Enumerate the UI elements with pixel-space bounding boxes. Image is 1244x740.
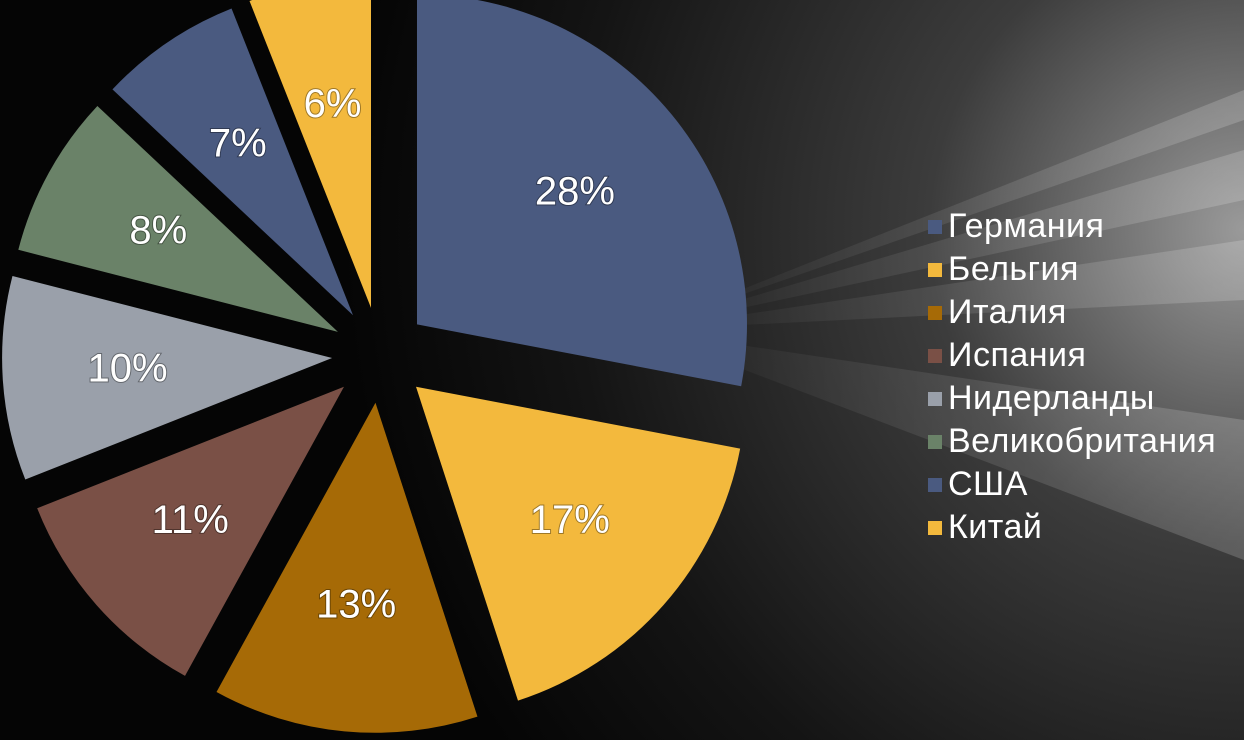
legend-swatch (928, 434, 942, 449)
pie-slice-6 (112, 8, 354, 316)
legend-swatch (928, 391, 942, 406)
legend-label: Бельгия (948, 250, 1079, 288)
legend-item-1: Бельгия (928, 248, 1216, 291)
slice-label-3: 11% (152, 498, 229, 542)
legend-label: Италия (948, 293, 1067, 331)
slice-label-0: 28% (535, 169, 615, 213)
legend-label: Китай (948, 508, 1043, 546)
legend-swatch (928, 348, 942, 363)
pie-slice-4 (2, 275, 333, 480)
pie-slice-5 (18, 105, 338, 332)
slice-label-7: 6% (304, 82, 362, 126)
slice-label-2: 13% (316, 582, 396, 626)
legend-swatch (928, 477, 942, 492)
legend-item-2: Италия (928, 291, 1216, 334)
legend-item-6: США (928, 463, 1216, 506)
pie-slice-3 (37, 386, 344, 676)
slice-label-4: 10% (87, 346, 167, 390)
legend-swatch (928, 305, 942, 320)
legend-swatch (928, 520, 942, 535)
legend-label: США (948, 465, 1028, 503)
pie-slice-0 (416, 0, 747, 387)
legend-item-0: Германия (928, 205, 1216, 248)
legend-label: Великобритания (948, 422, 1217, 460)
chart-legend: Германия Бельгия Италия Испания Нидерланды Ве… (928, 205, 1216, 549)
legend-swatch (928, 219, 942, 234)
pie-slice-2 (216, 402, 478, 733)
slice-label-1: 17% (530, 498, 610, 542)
legend-item-5: Великобритания (928, 420, 1216, 463)
legend-item-7: Китай (928, 506, 1216, 549)
legend-swatch (928, 262, 942, 277)
legend-label: Нидерланды (948, 379, 1155, 417)
legend-label: Германия (948, 207, 1105, 245)
pie-slice-7 (249, 0, 372, 308)
slice-label-5: 8% (129, 209, 187, 253)
slice-label-6: 7% (209, 121, 267, 165)
legend-item-3: Испания (928, 334, 1216, 377)
pie-slice-1 (416, 386, 741, 701)
legend-item-4: Нидерланды (928, 377, 1216, 420)
legend-label: Испания (948, 336, 1087, 374)
